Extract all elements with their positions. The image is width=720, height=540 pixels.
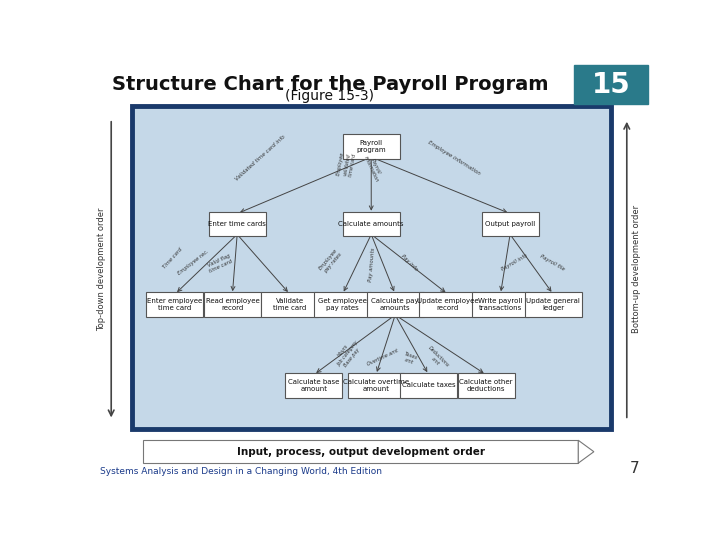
Text: Calculate overtime
amount: Calculate overtime amount (343, 379, 409, 392)
Text: Employee
validated
time card: Employee validated time card (336, 151, 357, 178)
Text: Top-down development order: Top-down development order (96, 207, 106, 331)
FancyBboxPatch shape (314, 292, 371, 317)
Text: Systems Analysis and Design in a Changing World, 4th Edition: Systems Analysis and Design in a Changin… (100, 467, 382, 476)
Text: Get employee
pay rates: Get employee pay rates (318, 298, 367, 311)
Text: Calculate taxes: Calculate taxes (402, 382, 456, 388)
Text: Input, process, output development order: Input, process, output development order (237, 447, 485, 457)
FancyBboxPatch shape (204, 292, 261, 317)
FancyBboxPatch shape (575, 65, 648, 104)
FancyBboxPatch shape (366, 292, 423, 317)
Text: (Figure 15-3): (Figure 15-3) (285, 89, 374, 103)
FancyBboxPatch shape (146, 292, 203, 317)
FancyBboxPatch shape (343, 212, 400, 237)
Text: Bottom-up development order: Bottom-up development order (632, 205, 642, 333)
Text: Update general
ledger: Update general ledger (526, 298, 580, 311)
Text: Structure Chart for the Payroll Program: Structure Chart for the Payroll Program (112, 75, 548, 94)
FancyBboxPatch shape (285, 373, 342, 397)
Text: Employee rec.: Employee rec. (177, 249, 210, 276)
Text: Time card: Time card (162, 247, 184, 270)
Text: Employee information: Employee information (427, 140, 481, 177)
Text: Employee
pay rates: Employee pay rates (318, 247, 343, 274)
Text: Enter employee
time card: Enter employee time card (148, 298, 202, 311)
FancyBboxPatch shape (143, 440, 578, 463)
FancyBboxPatch shape (209, 212, 266, 237)
Text: Payroll
information: Payroll information (363, 153, 384, 183)
Text: Overtime amt: Overtime amt (366, 348, 400, 367)
FancyBboxPatch shape (132, 106, 611, 429)
Text: Calculate base
amount: Calculate base amount (288, 379, 339, 392)
Text: Update employee
record: Update employee record (417, 298, 479, 311)
FancyBboxPatch shape (419, 292, 477, 317)
FancyBboxPatch shape (343, 134, 400, 159)
Text: Validate
time card: Validate time card (273, 298, 307, 311)
Text: Output payroll: Output payroll (485, 221, 535, 227)
Text: Enter time cards: Enter time cards (208, 221, 266, 227)
Text: Calculate amounts: Calculate amounts (338, 221, 404, 227)
Text: Pay info: Pay info (400, 253, 418, 272)
Text: Read employee
record: Read employee record (205, 298, 259, 311)
Text: Payroll info: Payroll info (500, 253, 528, 272)
Text: Payroll file: Payroll file (539, 253, 565, 272)
FancyBboxPatch shape (482, 212, 539, 237)
Text: Taxes
amt: Taxes amt (401, 351, 418, 366)
FancyBboxPatch shape (472, 292, 529, 317)
FancyBboxPatch shape (261, 292, 318, 317)
FancyBboxPatch shape (525, 292, 582, 317)
Text: Write payroll
transactions: Write payroll transactions (478, 298, 523, 311)
Text: Pay amounts: Pay amounts (368, 248, 376, 282)
FancyBboxPatch shape (348, 373, 405, 397)
Text: Validated time card info: Validated time card info (234, 134, 287, 182)
Text: Hours
Job category
Base pay: Hours Job category Base pay (332, 336, 364, 371)
FancyBboxPatch shape (400, 373, 457, 397)
Text: Calculate pay
amounts: Calculate pay amounts (372, 298, 419, 311)
FancyBboxPatch shape (458, 373, 515, 397)
Polygon shape (578, 440, 594, 463)
Text: Deductions
amt: Deductions amt (423, 346, 451, 373)
Text: Payroll
program: Payroll program (356, 140, 386, 153)
Text: 7: 7 (630, 461, 639, 476)
Text: 15: 15 (592, 71, 631, 99)
Text: Calculate other
deductions: Calculate other deductions (459, 379, 513, 392)
Text: Valid flag
time card: Valid flag time card (207, 253, 234, 274)
